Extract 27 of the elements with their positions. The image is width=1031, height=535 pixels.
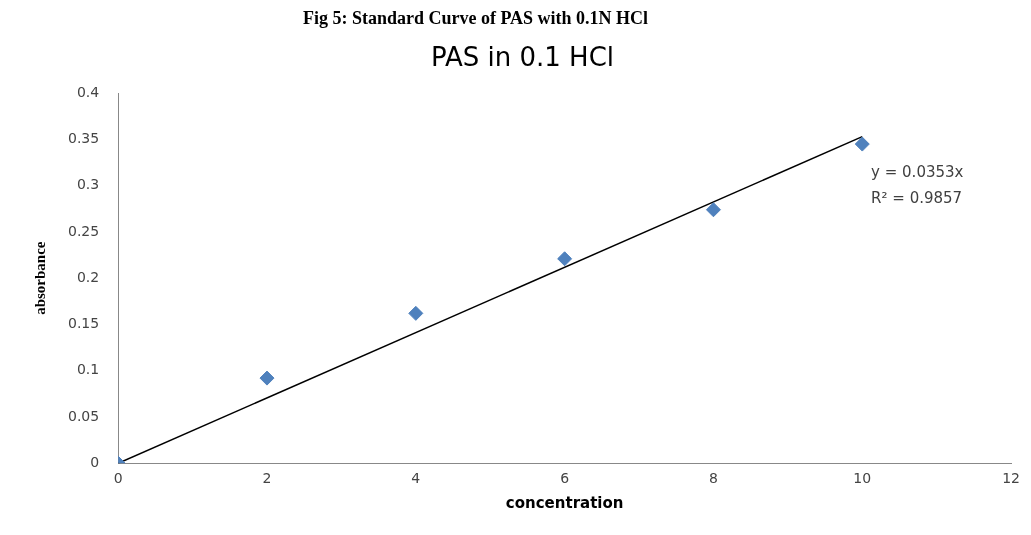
chart-title: PAS in 0.1 HCl [430, 42, 615, 73]
x-tick-label: 10 [853, 470, 872, 487]
x-tick-label: 8 [708, 470, 718, 487]
y-tick-label: 0 [90, 453, 100, 470]
y-tick-label: 0.35 [68, 130, 100, 147]
x-tick-label: 6 [560, 470, 570, 487]
point [408, 305, 424, 321]
y-tick-label: 0.3 [76, 176, 100, 193]
y-tick-label: 0.05 [68, 407, 100, 424]
x-tick-label: 2 [262, 470, 272, 487]
annotation: y = 0.0353x [871, 163, 964, 182]
x-tick-label: 12 [1002, 470, 1021, 487]
x-tick-label: 0 [113, 470, 123, 487]
y-tick-label: 0.4 [76, 83, 100, 100]
caption: Fig 5: Standard Curve of PAS with 0.1N HCl [302, 7, 649, 28]
x-tick-label: 4 [411, 470, 421, 487]
y-axis-title: absorbance [31, 241, 48, 315]
y-tick-label: 0.25 [68, 222, 100, 239]
annotation: R² = 0.9857 [871, 189, 963, 208]
point [259, 370, 275, 386]
point [854, 136, 870, 152]
x-axis-title: concentration [505, 493, 624, 512]
y-tick-label: 0.15 [68, 315, 100, 332]
y-tick-label: 0.2 [76, 268, 100, 285]
y-tick-label: 0.1 [76, 361, 100, 378]
point [557, 251, 573, 267]
point [705, 202, 721, 218]
